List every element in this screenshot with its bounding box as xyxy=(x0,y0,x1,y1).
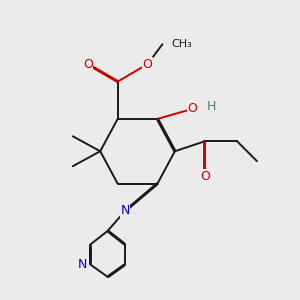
Text: O: O xyxy=(188,102,197,116)
Text: CH₃: CH₃ xyxy=(171,39,192,49)
Text: O: O xyxy=(200,169,210,183)
Text: N: N xyxy=(78,258,88,271)
Text: O: O xyxy=(83,58,93,70)
Text: O: O xyxy=(142,58,152,70)
Text: N: N xyxy=(120,205,130,218)
Text: H: H xyxy=(206,100,216,113)
